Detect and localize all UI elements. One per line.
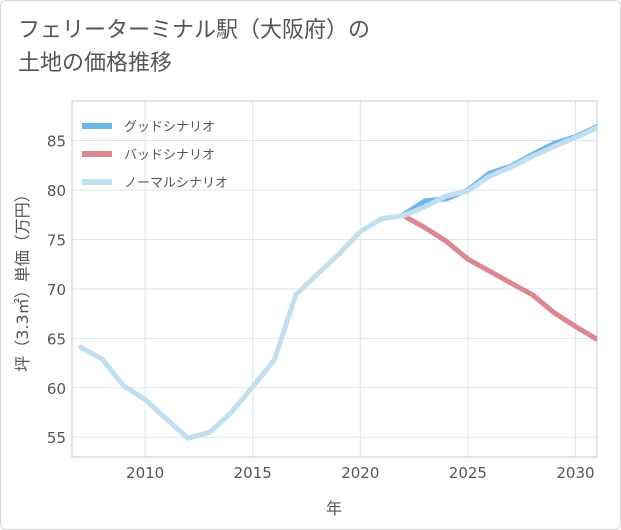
x-axis-label: 年 [326,499,342,518]
normal-scenario-legend-label: ノーマルシナリオ [124,176,228,191]
y-tick-label: 65 [47,330,66,348]
plot-area-border [71,100,598,458]
y-tick-label: 60 [47,380,66,398]
title-line-2: 土地の価格推移 [18,51,173,76]
y-tick-label: 80 [47,182,66,200]
y-axis-label: 坪（3.3㎡）単価（万円） [13,186,32,371]
y-tick-label: 55 [47,429,66,447]
chart-title: フェリーターミナル駅（大阪府）の 土地の価格推移 [18,14,438,80]
x-tick-label: 2025 [449,464,487,482]
x-tick-label: 2010 [126,464,164,482]
series-lines [78,124,597,441]
x-tick-label: 2030 [556,464,594,482]
y-tick-labels: 55 60 65 70 75 80 85 [47,133,66,448]
y-tick-label: 85 [47,133,66,151]
normal-scenario-line [78,125,597,441]
y-tick-label: 70 [47,281,66,299]
y-tick-label: 75 [47,231,66,249]
x-tick-label: 2015 [234,464,272,482]
x-tick-labels: 2010 2015 2020 2025 2030 [126,464,595,482]
good-scenario-legend-label: グッドシナリオ [124,120,215,135]
bad-scenario-line [400,213,597,342]
title-line-1: フェリーターミナル駅（大阪府）の [18,18,371,43]
bad-scenario-legend-label: バッドシナリオ [124,148,215,163]
x-tick-label: 2020 [341,464,379,482]
